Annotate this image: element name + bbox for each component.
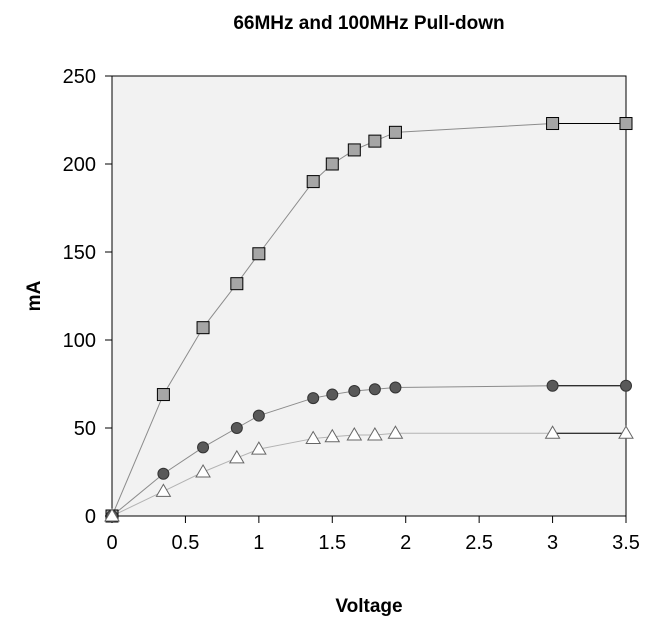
y-axis-label: mA: [24, 280, 45, 311]
plot-area: [111, 75, 627, 517]
data-point-triangle: [250, 441, 267, 455]
data-point-square: [325, 157, 339, 171]
data-point-circle: [197, 441, 210, 454]
x-tick-label: 0.5: [172, 532, 200, 554]
data-point-triangle: [228, 449, 245, 464]
series-line-square: [111, 123, 626, 517]
data-point-square: [252, 247, 266, 261]
data-point-circle: [368, 383, 381, 396]
data-point-triangle: [618, 425, 634, 439]
series-line-circle: [111, 385, 626, 517]
data-point-triangle: [387, 425, 404, 439]
data-point-triangle: [544, 425, 561, 439]
series-line-triangle: [111, 432, 626, 517]
chart-title: 66MHz and 100MHz Pull-down: [233, 13, 504, 34]
data-point-circle: [307, 392, 320, 405]
data-point-triangle: [104, 508, 120, 522]
data-point-circle: [326, 388, 339, 401]
x-tick-label: 3: [547, 532, 558, 554]
data-point-circle: [230, 422, 243, 434]
data-point-square: [347, 143, 361, 157]
x-tick-label: 3.5: [612, 532, 640, 554]
y-tick-label: 150: [63, 242, 96, 264]
y-tick-label: 100: [63, 330, 96, 352]
data-point-square: [306, 175, 320, 189]
x-axis-ticks: 0 0.5 1 1.5 2 2.5 3 3.5: [106, 516, 640, 554]
data-point-triangle: [155, 483, 172, 497]
series-lines: [111, 123, 626, 517]
data-point-triangle: [367, 427, 383, 441]
data-point-triangle: [305, 430, 322, 445]
data-point-square: [368, 134, 382, 148]
data-point-square: [196, 321, 210, 335]
x-tick-label: 2.5: [465, 532, 493, 554]
data-point-square: [619, 117, 633, 131]
y-axis-ticks: 0 50 100 150 200 250: [63, 66, 112, 528]
x-tick-label: 2: [400, 532, 411, 554]
data-point-square: [546, 117, 560, 131]
y-tick-label: 0: [85, 506, 96, 528]
data-point-triangle: [324, 428, 341, 443]
data-point-circle: [348, 385, 361, 398]
data-point-square: [156, 388, 170, 402]
data-point-circle: [252, 409, 265, 422]
x-tick-label: 0: [106, 532, 117, 554]
y-tick-label: 200: [63, 154, 96, 176]
x-tick-label: 1.5: [318, 532, 346, 554]
data-point-circle: [157, 467, 170, 480]
data-point-circle: [546, 379, 559, 392]
series-markers: [104, 117, 634, 523]
data-point-square: [388, 125, 402, 139]
x-axis-label: Voltage: [335, 596, 402, 617]
data-point-circle: [620, 379, 632, 392]
data-point-square: [230, 277, 244, 291]
data-point-circle: [389, 381, 402, 394]
y-tick-label: 250: [63, 66, 96, 88]
y-tick-label: 50: [74, 418, 96, 440]
data-point-triangle: [346, 427, 363, 441]
data-point-triangle: [195, 464, 211, 478]
x-tick-label: 1: [253, 532, 264, 554]
